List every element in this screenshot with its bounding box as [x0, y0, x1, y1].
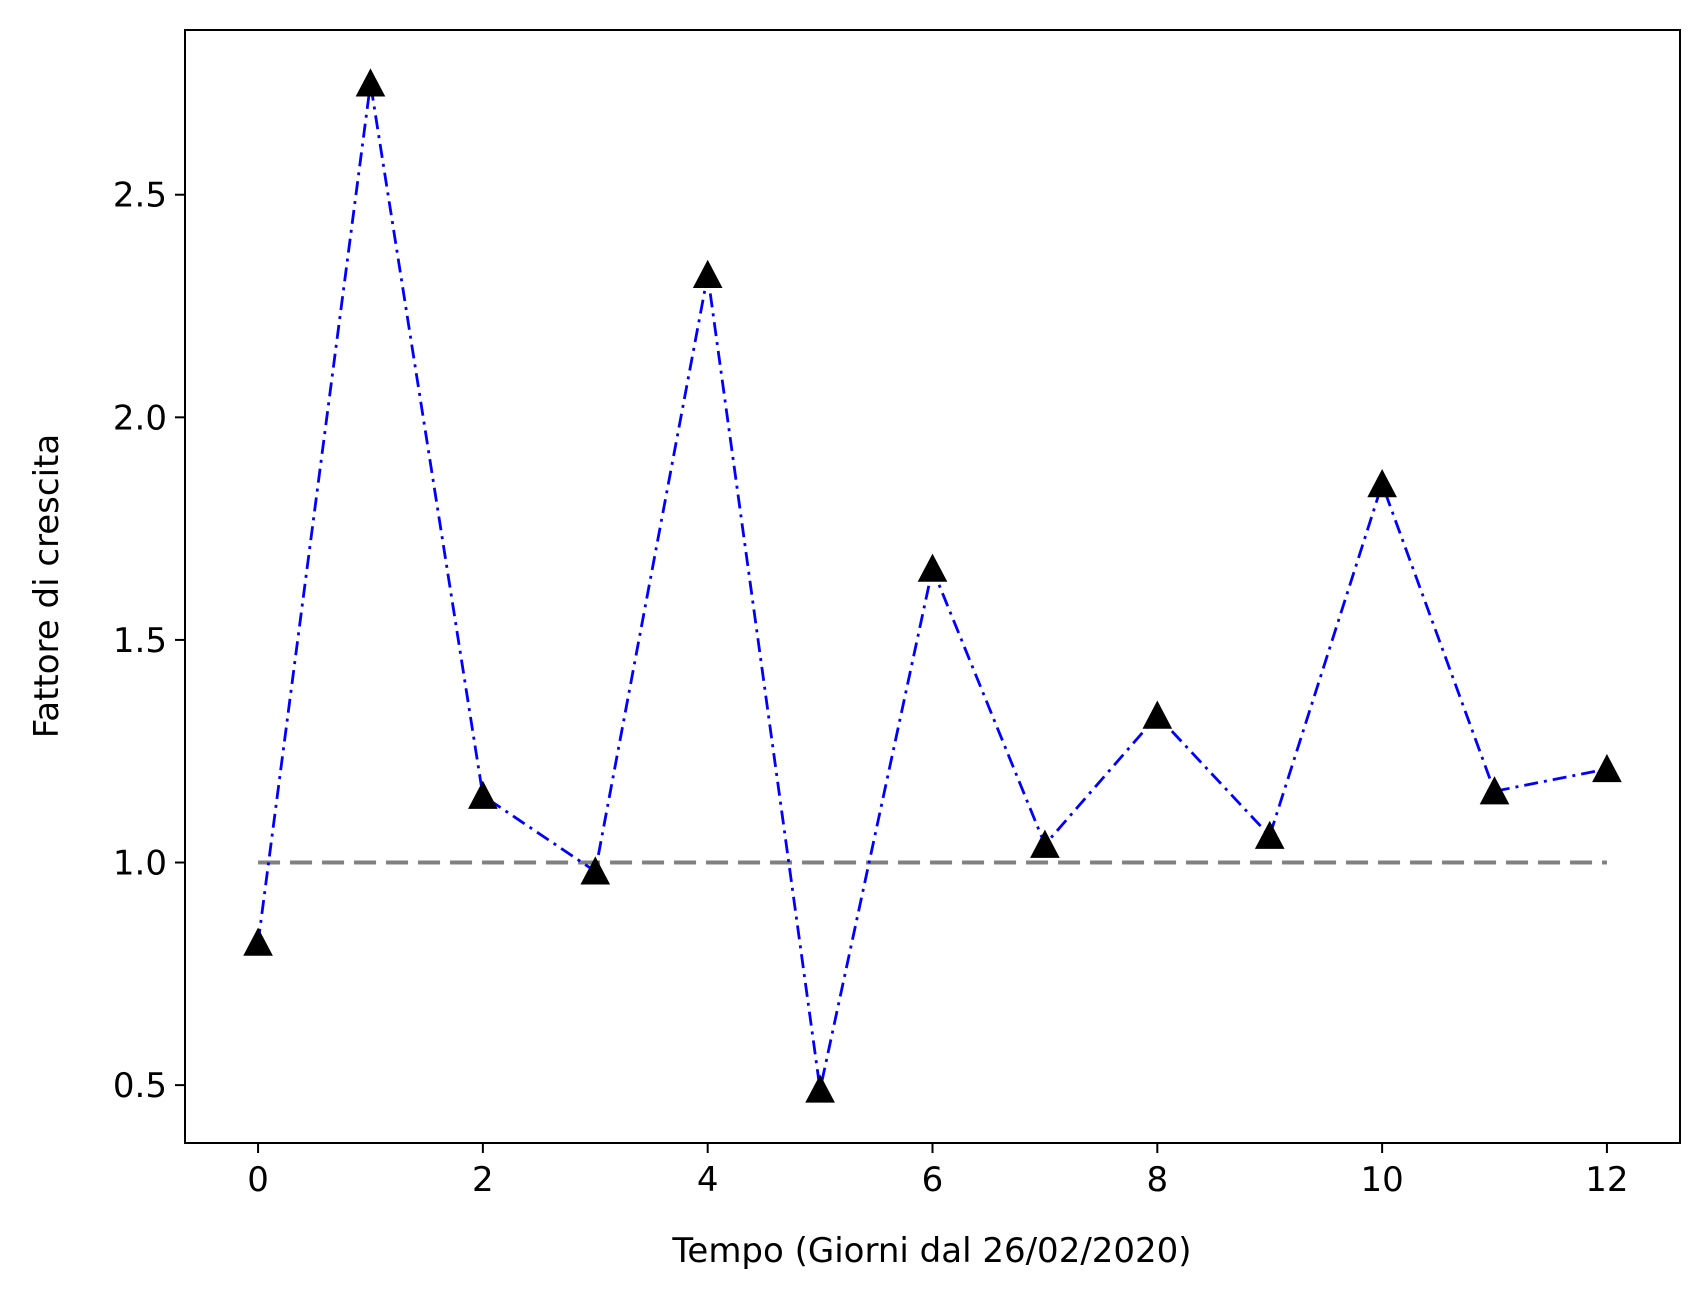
- x-tick-label-4: 4: [697, 1160, 719, 1200]
- data-point-5: [805, 1074, 835, 1103]
- y-tick-label-1: 1.0: [113, 844, 167, 884]
- data-point-4: [692, 259, 723, 288]
- data-point-3: [580, 856, 611, 885]
- data-point-8: [1142, 700, 1173, 729]
- x-tick-label-10: 10: [1360, 1160, 1403, 1200]
- x-axis-label: Tempo (Giorni dal 26/02/2020): [671, 1231, 1191, 1271]
- plot-area: [243, 68, 1622, 1103]
- y-tick-label-1-5: 1.5: [113, 621, 167, 661]
- x-tick-label-8: 8: [1146, 1160, 1168, 1200]
- y-tick-label-2: 2.0: [113, 398, 167, 438]
- y-tick-label-2-5: 2.5: [113, 176, 167, 216]
- y-axis: 0.5 1.0 1.5 2.0 2.5: [113, 176, 185, 1106]
- y-tick-label-0-5: 0.5: [113, 1066, 167, 1106]
- data-point-9: [1254, 820, 1285, 849]
- data-point-10: [1367, 469, 1397, 498]
- data-point-0: [243, 927, 273, 956]
- data-point-11: [1479, 776, 1510, 805]
- data-point-12: [1592, 753, 1622, 783]
- data-point-7: [1030, 829, 1060, 858]
- y-axis-label: Fattore di crescita: [27, 434, 67, 738]
- data-point-1: [355, 68, 386, 97]
- data-point-2: [468, 780, 498, 809]
- x-tick-label-6: 6: [922, 1160, 944, 1200]
- x-tick-label-12: 12: [1585, 1160, 1628, 1200]
- x-tick-label-2: 2: [472, 1160, 494, 1200]
- x-axis: 0 2 4 6 8 10 12: [247, 1143, 1629, 1200]
- x-tick-label-0: 0: [247, 1160, 269, 1200]
- data-point-6: [917, 553, 948, 582]
